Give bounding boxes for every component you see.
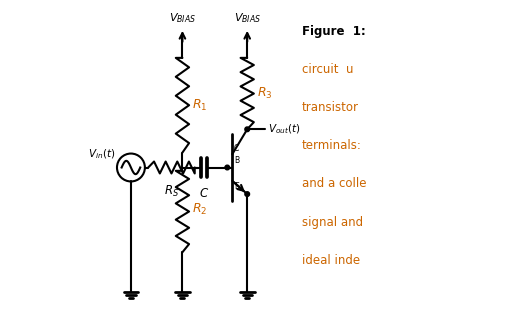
Circle shape <box>245 192 250 196</box>
Text: $V_{BIAS}$: $V_{BIAS}$ <box>233 11 261 25</box>
Text: $R_3$: $R_3$ <box>256 86 272 101</box>
Text: $R_1$: $R_1$ <box>192 98 207 113</box>
Text: terminals:: terminals: <box>302 139 362 152</box>
Text: B: B <box>234 156 239 165</box>
Circle shape <box>245 127 250 132</box>
Text: C: C <box>234 144 239 152</box>
Text: circuit  u: circuit u <box>302 63 354 76</box>
Text: signal and: signal and <box>302 216 363 229</box>
Text: $V_{in}(t)$: $V_{in}(t)$ <box>88 147 115 161</box>
Text: transistor: transistor <box>302 101 359 114</box>
Text: Figure  1:: Figure 1: <box>302 25 366 38</box>
Text: ideal inde: ideal inde <box>302 254 360 267</box>
Text: $V_{out}(t)$: $V_{out}(t)$ <box>268 123 301 136</box>
Text: $R_2$: $R_2$ <box>192 202 207 217</box>
Text: $V_{BIAS}$: $V_{BIAS}$ <box>169 11 196 25</box>
Text: $C$: $C$ <box>199 187 209 200</box>
Circle shape <box>225 165 230 170</box>
Text: and a colle: and a colle <box>302 178 367 191</box>
Text: E: E <box>234 183 239 191</box>
Text: $R_S$: $R_S$ <box>164 184 179 199</box>
